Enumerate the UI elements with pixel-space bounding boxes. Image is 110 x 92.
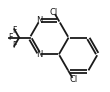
Text: F: F [13,41,17,50]
Text: N: N [36,50,43,59]
Text: Cl: Cl [50,8,58,17]
Text: Cl: Cl [70,75,78,84]
Text: N: N [36,16,43,25]
Text: F: F [13,26,17,34]
Text: F: F [8,33,13,42]
